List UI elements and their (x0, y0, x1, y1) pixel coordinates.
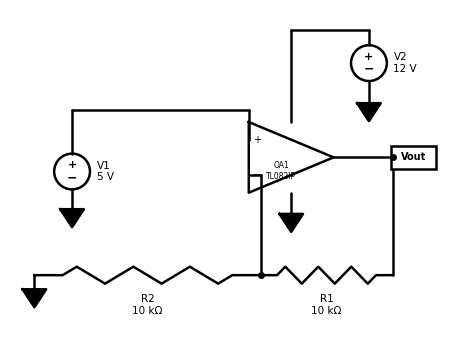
Text: +: + (365, 52, 374, 62)
FancyBboxPatch shape (391, 145, 437, 169)
Polygon shape (23, 289, 46, 307)
Text: −: − (67, 171, 77, 184)
Text: R1
10 kΩ: R1 10 kΩ (311, 294, 342, 316)
Text: −: − (364, 63, 374, 76)
Text: Vout: Vout (401, 152, 426, 162)
Polygon shape (279, 214, 303, 232)
Text: OA1
TL082IP: OA1 TL082IP (266, 161, 296, 180)
Text: V1
5 V: V1 5 V (97, 161, 114, 182)
Text: −: − (253, 170, 262, 180)
Polygon shape (357, 103, 381, 121)
Text: +: + (67, 161, 77, 170)
Text: V2
12 V: V2 12 V (393, 52, 417, 74)
Text: +: + (253, 135, 261, 145)
Polygon shape (60, 209, 84, 227)
Text: R2
10 kΩ: R2 10 kΩ (132, 294, 163, 316)
